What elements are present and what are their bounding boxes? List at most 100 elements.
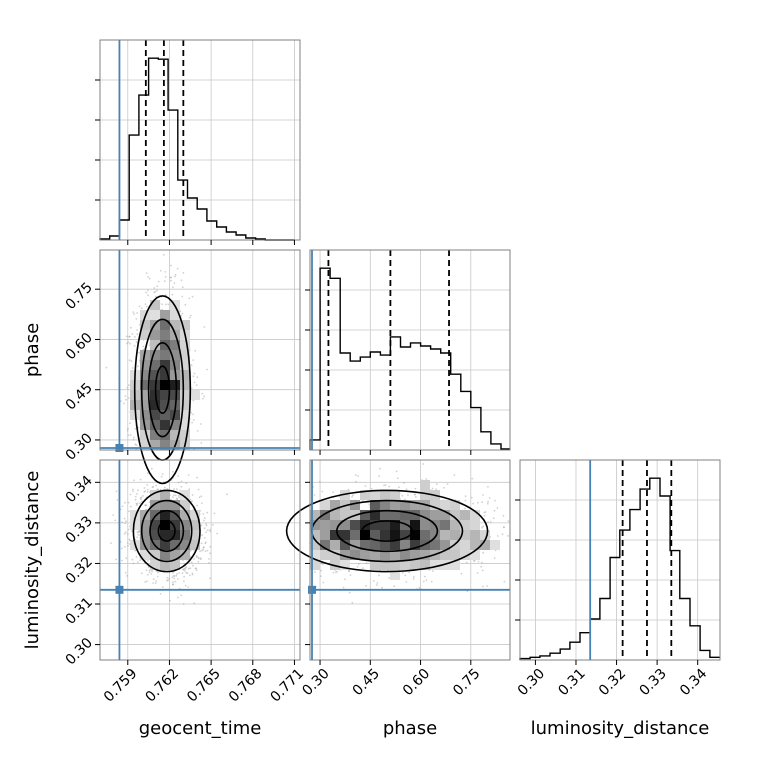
scatter-point bbox=[205, 531, 208, 533]
scatter-point bbox=[196, 376, 199, 378]
scatter-point bbox=[176, 488, 178, 490]
scatter-point bbox=[126, 429, 129, 432]
scatter-point bbox=[202, 513, 205, 515]
scatter-point bbox=[342, 586, 345, 589]
scatter-point bbox=[206, 511, 209, 514]
scatter-point bbox=[155, 295, 157, 298]
scatter-point bbox=[431, 487, 434, 490]
scatter-point bbox=[483, 514, 486, 517]
scatter-point bbox=[430, 580, 433, 583]
scatter-point bbox=[338, 495, 341, 498]
scatter-point bbox=[196, 476, 199, 479]
scatter-point bbox=[209, 552, 211, 555]
scatter-point bbox=[125, 335, 128, 338]
scatter-point bbox=[180, 485, 183, 488]
scatter-point bbox=[194, 567, 197, 570]
scatter-point bbox=[197, 556, 200, 559]
scatter-point bbox=[124, 501, 126, 504]
scatter-point bbox=[134, 549, 137, 552]
scatter-point bbox=[481, 526, 483, 529]
scatter-point bbox=[180, 480, 183, 483]
scatter-point bbox=[125, 557, 128, 560]
scatter-point bbox=[209, 530, 212, 533]
scatter-point bbox=[180, 314, 183, 317]
scatter-point bbox=[190, 387, 193, 390]
scatter-point bbox=[435, 488, 437, 491]
scatter-point bbox=[145, 504, 148, 507]
scatter-point bbox=[184, 303, 187, 306]
scatter-point bbox=[370, 488, 373, 490]
scatter-point bbox=[195, 555, 198, 557]
scatter-point bbox=[320, 562, 323, 565]
scatter-point bbox=[384, 484, 387, 486]
scatter-point bbox=[112, 514, 115, 516]
scatter-point bbox=[336, 570, 339, 573]
scatter-point bbox=[155, 484, 158, 487]
scatter-point bbox=[357, 563, 360, 565]
scatter-point bbox=[124, 522, 126, 525]
scatter-point bbox=[181, 312, 184, 315]
scatter-point bbox=[188, 574, 191, 577]
scatter-point bbox=[156, 289, 158, 292]
scatter-point bbox=[136, 502, 139, 505]
scatter-point bbox=[204, 550, 207, 552]
scatter-point bbox=[130, 360, 133, 363]
scatter-point bbox=[192, 359, 195, 361]
scatter-point bbox=[127, 384, 130, 387]
scatter-point bbox=[150, 467, 153, 470]
scatter-point bbox=[127, 501, 130, 504]
scatter-point bbox=[486, 502, 489, 505]
scatter-point bbox=[418, 586, 421, 589]
scatter-point bbox=[127, 341, 130, 344]
scatter-point bbox=[170, 264, 172, 267]
scatter-point bbox=[178, 496, 181, 499]
scatter-point bbox=[115, 490, 118, 493]
scatter-point bbox=[320, 569, 323, 572]
scatter-point bbox=[145, 291, 148, 294]
scatter-point bbox=[383, 484, 385, 487]
scatter-point bbox=[190, 561, 193, 564]
scatter-point bbox=[138, 351, 141, 354]
scatter-point bbox=[203, 519, 205, 522]
scatter-point bbox=[163, 280, 166, 282]
scatter-point bbox=[351, 601, 354, 604]
scatter-point bbox=[403, 482, 405, 484]
scatter-point bbox=[167, 579, 169, 582]
scatter-point bbox=[144, 504, 147, 506]
scatter-point bbox=[154, 582, 157, 584]
scatter-point bbox=[397, 477, 399, 480]
scatter-point bbox=[146, 580, 148, 583]
scatter-point bbox=[142, 345, 145, 348]
scatter-point bbox=[193, 602, 196, 605]
scatter-point bbox=[175, 574, 178, 577]
scatter-point bbox=[435, 483, 438, 485]
scatter-point bbox=[195, 384, 198, 386]
scatter-point bbox=[190, 314, 192, 317]
scatter-point bbox=[388, 485, 391, 488]
scatter-point bbox=[191, 573, 194, 576]
scatter-point bbox=[176, 498, 179, 501]
scatter-point bbox=[131, 367, 134, 369]
scatter-point bbox=[209, 528, 212, 531]
scatter-point bbox=[348, 570, 350, 572]
scatter-point bbox=[177, 481, 180, 484]
panel-background bbox=[310, 250, 510, 450]
scatter-point bbox=[401, 571, 404, 574]
scatter-point bbox=[319, 575, 322, 578]
scatter-point bbox=[127, 542, 129, 544]
scatter-point bbox=[213, 512, 216, 515]
scatter-point bbox=[184, 568, 186, 570]
scatter-point bbox=[203, 326, 206, 328]
scatter-point bbox=[126, 342, 128, 345]
scatter-point bbox=[121, 505, 124, 508]
scatter-point bbox=[132, 311, 135, 313]
scatter-point bbox=[188, 316, 191, 319]
scatter-point bbox=[200, 423, 202, 425]
scatter-point bbox=[195, 569, 198, 572]
scatter-point bbox=[200, 542, 203, 545]
scatter-point bbox=[178, 572, 181, 574]
scatter-point bbox=[185, 571, 188, 574]
scatter-point bbox=[133, 336, 136, 338]
scatter-point bbox=[349, 574, 352, 576]
scatter-point bbox=[173, 282, 176, 284]
